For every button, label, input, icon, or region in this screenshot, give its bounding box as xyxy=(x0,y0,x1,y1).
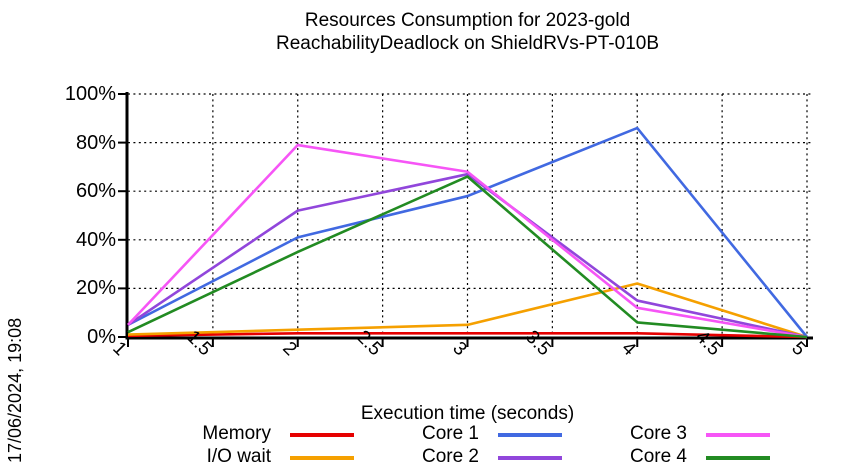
legend-label: Core 4 xyxy=(629,446,687,467)
legend-label: Memory xyxy=(202,423,271,444)
y-tick-label: 0% xyxy=(87,326,116,348)
legend-item-core-4: Core 4 xyxy=(510,446,770,468)
legend-label: Core 3 xyxy=(629,423,687,444)
series-line-memory xyxy=(127,332,808,339)
timestamp-label: 17/06/2024, 19:08 xyxy=(5,317,25,463)
series-line-i-o-wait xyxy=(127,282,808,339)
legend-swatch xyxy=(498,433,562,437)
legend-label: Core 2 xyxy=(421,446,479,467)
legend-item-core-3: Core 3 xyxy=(510,423,770,445)
legend-swatch xyxy=(706,456,770,460)
series-line-core-3 xyxy=(127,143,808,339)
legend-item-core-2: Core 2 xyxy=(302,446,562,468)
chart-title-line2: ReachabilityDeadlock on ShieldRVs-PT-010… xyxy=(275,33,660,54)
series-line-core-2 xyxy=(127,172,808,339)
y-tick-label: 100% xyxy=(64,83,116,105)
y-tick-label: 40% xyxy=(75,228,116,251)
series-line-core-1 xyxy=(127,126,809,338)
chart-title-line1: Resources Consumption for 2023-gold xyxy=(304,10,631,31)
legend-label: I/O wait xyxy=(206,446,271,467)
legend-swatch xyxy=(290,433,354,437)
series-line-core-4 xyxy=(127,175,808,339)
legend-swatch xyxy=(290,456,354,460)
y-tick-label: 60% xyxy=(75,180,116,203)
legend-label: Core 1 xyxy=(421,423,479,444)
x-axis-title: Execution time (seconds) xyxy=(360,403,575,424)
legend-swatch xyxy=(706,433,770,437)
legend-item-memory: Memory xyxy=(94,423,354,445)
legend-swatch xyxy=(498,456,562,460)
y-tick-label: 80% xyxy=(75,131,116,154)
legend-item-core-1: Core 1 xyxy=(302,423,562,445)
y-tick-label: 20% xyxy=(75,277,116,300)
legend-item-i-o-wait: I/O wait xyxy=(94,446,354,468)
